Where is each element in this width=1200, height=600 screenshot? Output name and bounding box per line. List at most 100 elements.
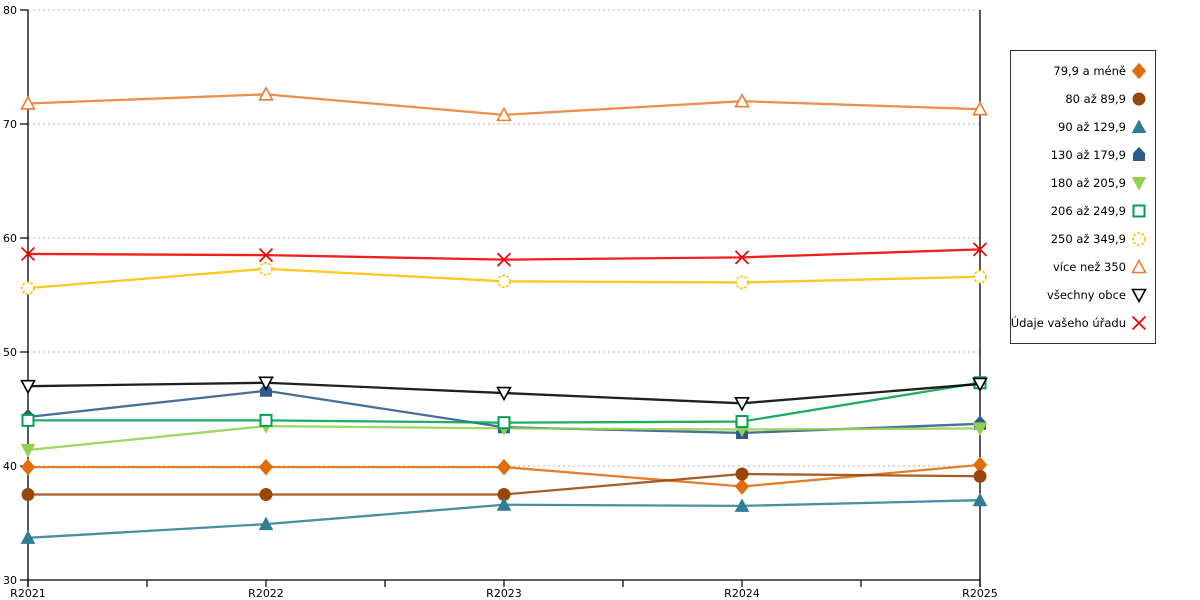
legend-marker-icon: [1131, 177, 1147, 191]
series-marker: [259, 488, 273, 501]
legend-marker-icon: [1131, 315, 1147, 331]
series-marker: [1131, 177, 1147, 191]
series-marker: [258, 458, 274, 476]
series-marker: [734, 250, 750, 265]
series-marker: [496, 106, 512, 122]
y-tick-label: 70: [3, 118, 17, 131]
y-tick-label: 30: [3, 574, 17, 587]
legend-item-3[interactable]: 90 až 129,9: [1015, 119, 1147, 135]
legend-item-6[interactable]: 206 až 249,9: [1015, 203, 1147, 219]
series-marker: [735, 415, 749, 429]
series-marker: [496, 386, 512, 402]
series-marker: [972, 422, 988, 436]
series-marker: [497, 416, 511, 430]
series-marker: [21, 413, 35, 427]
legend-item-8[interactable]: více než 350: [1015, 259, 1147, 275]
x-tick-label: R2021: [10, 587, 46, 600]
legend-label: 130 až 179,9: [1050, 148, 1126, 162]
series-marker: [1131, 259, 1147, 274]
x-tick-label: R2024: [724, 587, 760, 600]
series-marker: [258, 247, 274, 263]
series-marker: [734, 478, 750, 495]
series-marker: [972, 101, 988, 116]
legend-item-4[interactable]: 130 až 179,9: [1015, 147, 1147, 163]
series-marker: [973, 469, 987, 483]
series-marker: [20, 444, 36, 458]
series-2: [21, 467, 987, 501]
legend-label: Údaje vašeho úřadu: [1010, 316, 1126, 330]
legend-item-1[interactable]: 79,9 a méně: [1015, 63, 1147, 79]
x-tick-label: R2023: [486, 587, 522, 600]
series-marker: [496, 497, 512, 511]
series-marker: [734, 93, 750, 108]
legend-marker-icon: [1132, 204, 1146, 218]
series-marker: [497, 274, 511, 289]
series-marker: [972, 492, 988, 507]
series-marker: [1132, 92, 1146, 106]
legend-item-10[interactable]: Údaje vašeho úřadu: [1011, 315, 1147, 331]
series-marker: [972, 242, 988, 257]
series-marker: [20, 458, 36, 476]
x-tick-label: R2022: [248, 587, 284, 600]
series-marker: [735, 467, 749, 481]
series-marker: [20, 379, 36, 395]
series-marker: [973, 269, 987, 284]
legend-marker-icon: [1131, 288, 1147, 303]
series-marker: [1132, 232, 1146, 246]
legend-label: 180 až 205,9: [1050, 176, 1126, 190]
series-marker: [259, 413, 273, 427]
y-tick-label: 60: [3, 232, 17, 245]
series-marker: [496, 458, 512, 476]
legend-label: 80 až 89,9: [1065, 92, 1126, 106]
y-tick-label: 50: [3, 346, 17, 359]
series-marker: [258, 86, 274, 101]
series-marker: [1131, 288, 1147, 303]
series-marker: [1131, 315, 1147, 331]
legend-marker-icon: [1132, 92, 1146, 106]
series-marker: [734, 498, 750, 512]
series-marker: [1132, 204, 1146, 218]
legend-label: 79,9 a méně: [1053, 64, 1126, 78]
series-10: [20, 242, 988, 267]
series-1: [20, 456, 988, 495]
series-marker: [258, 376, 274, 391]
series-9: [20, 376, 988, 412]
series-marker: [972, 377, 988, 393]
legend-marker-icon: [1132, 232, 1146, 246]
legend-label: více než 350: [1052, 260, 1126, 274]
series-marker: [20, 246, 36, 262]
legend-marker-icon: [1133, 147, 1145, 161]
legend-label: všechny obce: [1047, 288, 1126, 302]
series-8: [20, 86, 988, 122]
legend-label: 250 až 349,9: [1050, 232, 1126, 246]
series-marker: [21, 488, 35, 501]
series-marker: [496, 252, 512, 267]
series-marker: [20, 95, 36, 110]
x-tick-label: R2025: [962, 587, 998, 600]
series-7: [21, 261, 987, 296]
legend-item-2[interactable]: 80 až 89,9: [1015, 91, 1147, 107]
legend-marker-icon: [1131, 259, 1147, 274]
legend-label: 206 až 249,9: [1050, 204, 1126, 218]
series-marker: [734, 396, 750, 412]
y-tick-label: 40: [3, 460, 17, 473]
series-3: [20, 492, 988, 544]
y-tick-label: 80: [3, 4, 17, 17]
series-marker: [1133, 147, 1145, 161]
chart-legend: 79,9 a méně 80 až 89,9 90 až 129,9 130 až 1…: [1010, 50, 1156, 344]
legend-item-7[interactable]: 250 až 349,9: [1015, 231, 1147, 247]
series-marker: [21, 281, 35, 296]
legend-label: 90 až 129,9: [1058, 120, 1126, 134]
series-marker: [1131, 63, 1147, 79]
legend-marker-icon: [1131, 63, 1147, 79]
series-marker: [20, 530, 36, 544]
series-marker: [735, 275, 749, 290]
series-marker: [258, 516, 274, 531]
series-marker: [259, 261, 273, 276]
legend-item-9[interactable]: všechny obce: [1015, 287, 1147, 303]
series-marker: [1131, 119, 1147, 133]
series-line: [27, 248, 981, 261]
legend-item-5[interactable]: 180 až 205,9: [1015, 175, 1147, 191]
